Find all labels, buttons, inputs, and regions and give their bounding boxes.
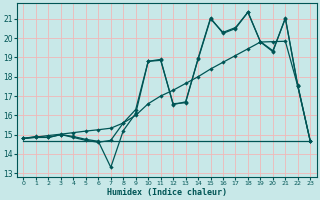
X-axis label: Humidex (Indice chaleur): Humidex (Indice chaleur) [107,188,227,197]
